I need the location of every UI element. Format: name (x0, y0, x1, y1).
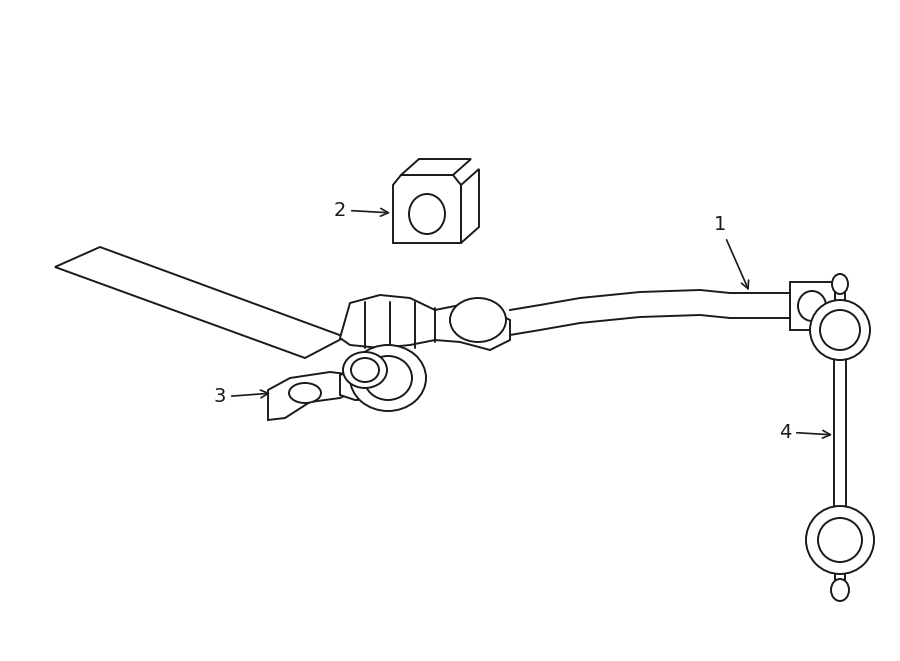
Polygon shape (401, 159, 471, 175)
Ellipse shape (351, 358, 379, 382)
Text: 2: 2 (334, 200, 389, 219)
Polygon shape (340, 295, 510, 350)
Polygon shape (461, 169, 479, 243)
Ellipse shape (820, 310, 860, 350)
Ellipse shape (818, 518, 862, 562)
Text: 4: 4 (778, 422, 831, 442)
Text: 3: 3 (214, 387, 268, 407)
Ellipse shape (810, 300, 870, 360)
Ellipse shape (806, 506, 874, 574)
Text: 1: 1 (714, 215, 749, 289)
Ellipse shape (831, 579, 849, 601)
Polygon shape (340, 368, 425, 400)
Ellipse shape (798, 291, 826, 321)
Ellipse shape (289, 383, 321, 403)
Polygon shape (790, 282, 835, 330)
Ellipse shape (343, 352, 387, 388)
Ellipse shape (450, 298, 506, 342)
Ellipse shape (832, 274, 848, 294)
Ellipse shape (350, 345, 426, 411)
Ellipse shape (409, 194, 445, 234)
Polygon shape (55, 247, 345, 358)
Polygon shape (393, 175, 461, 243)
Ellipse shape (364, 356, 412, 400)
Polygon shape (268, 372, 360, 420)
